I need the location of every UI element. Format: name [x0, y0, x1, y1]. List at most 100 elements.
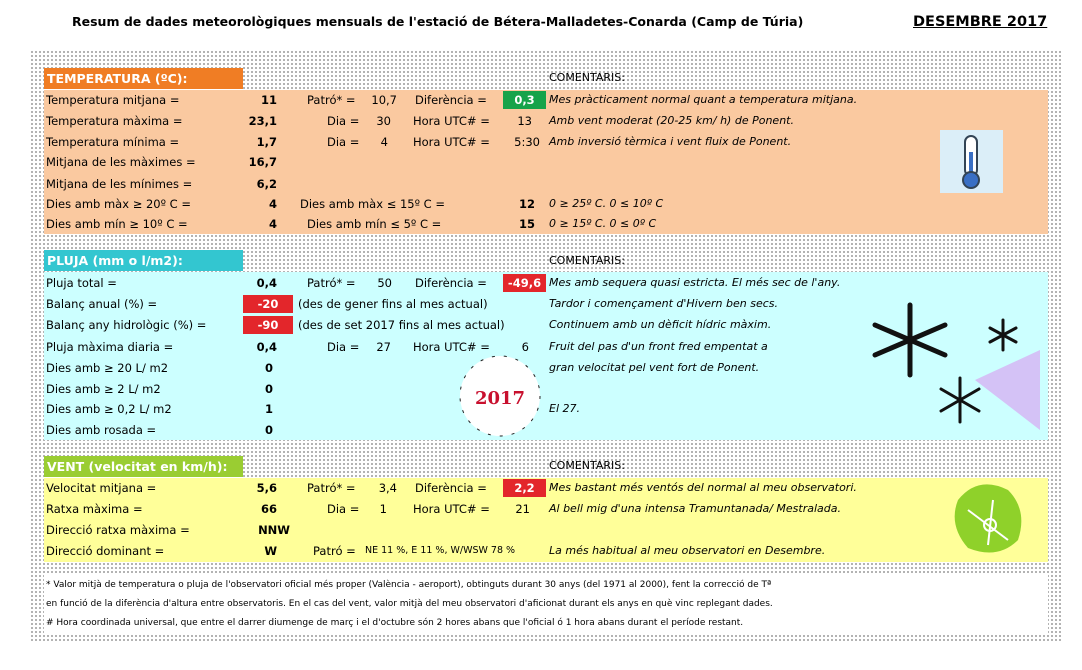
row-value: 1 [264, 402, 273, 416]
thermometer-icon [940, 130, 1003, 193]
row-detail: 13 [517, 114, 532, 128]
comment: Al bell mig d'una intensa Tramuntanada/ … [549, 502, 841, 515]
row-detail: NE 11 %, E 11 %, W/WSW 78 % [365, 545, 516, 556]
row-detail: 1 [379, 502, 387, 516]
comment: 0 ≥ 15º C. 0 ≤ 0º C [549, 217, 657, 230]
row-value: 11 [260, 93, 277, 107]
row-label: Velocitat mitjana = [46, 481, 157, 495]
comment: Continuem amb un dèficit hídric màxim. [549, 318, 772, 331]
difference-box: -20 [243, 295, 293, 313]
difference-box: -49,6 [503, 274, 546, 292]
comment: gran velocitat pel vent fort de Ponent. [549, 361, 760, 374]
month: DESEMBRE 2017 [913, 14, 1048, 30]
row-label: Mitjana de les mínimes = [46, 177, 193, 191]
row-detail: Hora UTC# = [413, 502, 490, 516]
row-value: W [264, 544, 277, 558]
row-value: 6,2 [256, 177, 277, 191]
row-value: 4 [268, 217, 277, 231]
row-label: Balanç anual (%) = [46, 297, 158, 311]
row-label: Dies amb mín ≥ 10º C = [46, 217, 188, 231]
comment: Amb vent moderat (20-25 km/ h) de Ponent… [549, 114, 794, 127]
row-value: 66 [260, 502, 277, 516]
section-header: TEMPERATURA (ºC): [44, 68, 243, 89]
comments-header: COMENTARIS: [549, 254, 625, 267]
row-value: 5,6 [256, 481, 277, 495]
footnote: # Hora coordinada universal, que entre e… [46, 618, 744, 628]
row-detail: 50 [377, 276, 392, 290]
row-detail: 12 [518, 197, 535, 211]
row-value: 0 [264, 423, 273, 437]
row-label: Dies amb rosada = [46, 423, 157, 437]
footnote-panel [44, 575, 1048, 634]
row-label: Dies amb màx ≥ 20º C = [46, 197, 192, 211]
row-detail: Diferència = [415, 276, 487, 290]
clock-icon: 2017 [459, 355, 541, 437]
row-detail: 4 [380, 135, 388, 149]
difference-box: -90 [243, 316, 293, 334]
comment: Fruit del pas d'un front fred empentat a [549, 340, 768, 353]
row-detail: Dies amb màx ≤ 15º C = [300, 197, 446, 211]
row-detail: Dia = [327, 340, 360, 354]
row-value: 1,7 [256, 135, 277, 149]
row-detail: (des de set 2017 fins al mes actual) [298, 318, 505, 332]
comment: Mes bastant més ventós del normal al meu… [549, 481, 857, 494]
row-detail: Dies amb mín ≤ 5º C = [307, 217, 442, 231]
row-detail: Patró = [313, 544, 356, 558]
comments-header: COMENTARIS: [549, 459, 625, 472]
row-label: Dies amb ≥ 0,2 L/ m2 [46, 402, 172, 416]
row-detail: Patró* = [307, 276, 356, 290]
row-detail: Dia = [327, 502, 360, 516]
row-detail: Dia = [327, 114, 360, 128]
difference-box: 0,3 [503, 91, 546, 109]
row-value: 4 [268, 197, 277, 211]
row-label: Temperatura màxima = [46, 114, 183, 128]
comment: Tardor i començament d'Hivern ben secs. [549, 297, 778, 310]
section-header: PLUJA (mm o l/m2): [44, 250, 243, 271]
row-detail: Hora UTC# = [413, 114, 490, 128]
row-value: 0 [264, 382, 273, 396]
comment: Mes pràcticament normal quant a temperat… [549, 93, 858, 106]
row-value: 16,7 [248, 155, 277, 169]
row-label: Pluja màxima diaria = [46, 340, 174, 354]
footnote: en funció de la diferència d'altura entr… [46, 599, 773, 609]
row-label: Balanç any hidrològic (%) = [46, 318, 207, 332]
row-label: Dies amb ≥ 20 L/ m2 [46, 361, 169, 375]
row-detail: Hora UTC# = [413, 340, 490, 354]
row-detail: 5:30 [514, 135, 540, 149]
row-label: Direcció ratxa màxima = [46, 523, 190, 537]
row-detail: 21 [515, 502, 530, 516]
row-detail: Diferència = [415, 481, 487, 495]
comment: Mes amb sequera quasi estricta. El més s… [549, 276, 841, 289]
row-label: Temperatura mínima = [46, 135, 180, 149]
snowflake-icon [872, 302, 1040, 430]
rain-panel [44, 272, 1048, 440]
clock-year: 2017 [475, 388, 525, 409]
row-value: 0 [264, 361, 273, 375]
wind-logo [954, 484, 1022, 553]
row-detail: Dia = [327, 135, 360, 149]
comments-header: COMENTARIS: [549, 71, 625, 84]
row-detail: 3,4 [378, 481, 397, 495]
row-value: NNW [258, 523, 290, 537]
row-detail: Patró* = [307, 481, 356, 495]
row-label: Mitjana de les màximes = [46, 155, 196, 169]
temperature-panel [44, 90, 1048, 234]
row-detail: Patró* = [307, 93, 356, 107]
footnote: * Valor mitjà de temperatura o pluja de … [46, 580, 772, 590]
comment: Amb inversió tèrmica i vent fluix de Pon… [549, 135, 792, 148]
row-label: Direcció dominant = [46, 544, 165, 558]
row-detail: 6 [521, 340, 529, 354]
row-detail: Hora UTC# = [413, 135, 490, 149]
row-label: Ratxa màxima = [46, 502, 143, 516]
row-value: 23,1 [248, 114, 277, 128]
row-detail: 27 [376, 340, 391, 354]
title: Resum de dades meteorològiques mensuals … [72, 14, 804, 29]
row-detail: 15 [518, 217, 535, 231]
row-detail: 30 [376, 114, 391, 128]
row-value: 0,4 [256, 276, 277, 290]
section-header: VENT (velocitat en km/h): [44, 456, 243, 477]
wind-panel [44, 478, 1048, 562]
comment: La més habitual al meu observatori en De… [549, 544, 826, 557]
row-detail: (des de gener fins al mes actual) [298, 297, 488, 311]
